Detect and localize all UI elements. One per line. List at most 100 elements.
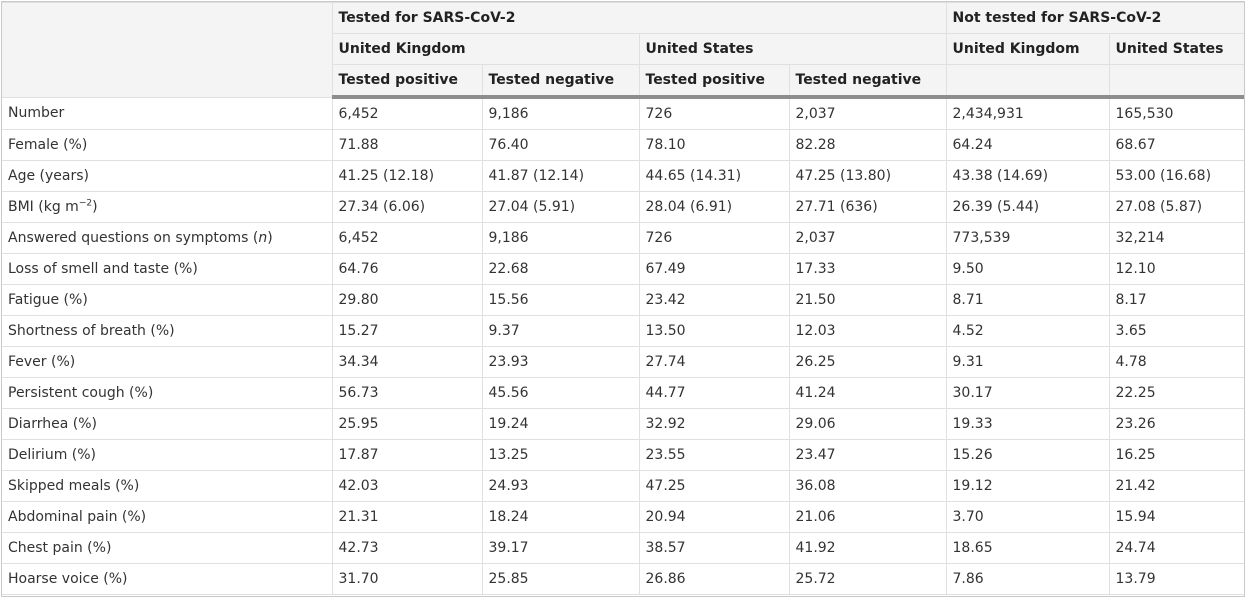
table-cell: 23.26 <box>1108 408 1244 440</box>
header-tested-group: Tested for SARS-CoV-2 <box>331 2 947 34</box>
table-cell: 13.25 <box>481 439 640 471</box>
table-cell: 773,539 <box>945 222 1110 254</box>
row-label-text: Loss of smell and taste (%) <box>8 261 198 277</box>
row-label: Hoarse voice (%) <box>2 563 333 595</box>
row-label: Shortness of breath (%) <box>2 315 333 347</box>
table-cell: 8.17 <box>1108 284 1244 316</box>
table-cell: 32,214 <box>1108 222 1244 254</box>
row-label-text: Number <box>8 105 65 122</box>
table-cell: 21.31 <box>331 501 483 533</box>
row-label-text: Skipped meals (%) <box>8 478 140 494</box>
header-us-tested-positive: Tested positive <box>638 64 790 99</box>
table-row: Delirium (%) 17.87 13.25 23.55 23.47 15.26 16.… <box>2 439 1244 471</box>
table-cell: 19.24 <box>481 408 640 440</box>
table-cell: 20.94 <box>638 501 790 533</box>
table-cell: 6,452 <box>331 222 483 254</box>
table-row: Hoarse voice (%) 31.70 25.85 26.86 25.72 7.86… <box>2 563 1244 595</box>
table-cell: 32.92 <box>638 408 790 440</box>
table-cell: 25.72 <box>788 563 947 595</box>
header-uk-tested-positive: Tested positive <box>331 64 483 99</box>
table-cell: 9,186 <box>481 96 640 130</box>
table-cell: 23.93 <box>481 346 640 378</box>
table-cell: 29.06 <box>788 408 947 440</box>
table-cell: 41.92 <box>788 532 947 564</box>
table-cell: 19.12 <box>945 470 1110 502</box>
table-cell: 27.34 (6.06) <box>331 191 483 223</box>
table-body: Number 6,452 9,186 726 2,037 2,434,931 165,530… <box>2 96 1244 595</box>
row-label-superscript: −2 <box>78 198 93 209</box>
table-cell: 9,186 <box>481 222 640 254</box>
table-cell: 15.94 <box>1108 501 1244 533</box>
table-row: Number 6,452 9,186 726 2,037 2,434,931 165,530 <box>2 96 1244 130</box>
table-cell: 24.93 <box>481 470 640 502</box>
table-cell: 44.77 <box>638 377 790 409</box>
table-cell: 24.74 <box>1108 532 1244 564</box>
table-row: Shortness of breath (%) 15.27 9.37 13.50 12.… <box>2 315 1244 347</box>
table-cell: 18.24 <box>481 501 640 533</box>
table-row: Abdominal pain (%) 21.31 18.24 20.94 21.06 3.… <box>2 501 1244 533</box>
table-cell: 19.33 <box>945 408 1110 440</box>
table-cell: 6,452 <box>331 96 483 130</box>
row-label-suffix: ) <box>267 230 273 246</box>
table-cell: 64.76 <box>331 253 483 285</box>
row-label-text: Delirium (%) <box>8 447 97 463</box>
table-cell: 2,037 <box>788 222 947 254</box>
header-tested-us: United States <box>638 33 947 65</box>
table-cell: 18.65 <box>945 532 1110 564</box>
table-cell: 25.95 <box>331 408 483 440</box>
table-cell: 28.04 (6.91) <box>638 191 790 223</box>
table-row: Persistent cough (%) 56.73 45.56 44.77 41.24… <box>2 377 1244 409</box>
table-cell: 53.00 (16.68) <box>1108 160 1244 192</box>
header-not-tested-uk: United Kingdom <box>945 33 1110 65</box>
table-row: Fever (%) 34.34 23.93 27.74 26.25 9.31 4.78 <box>2 346 1244 378</box>
table-cell: 42.03 <box>331 470 483 502</box>
row-label: Age (years) <box>2 160 333 192</box>
row-label: Number <box>2 96 333 130</box>
table-cell: 34.34 <box>331 346 483 378</box>
table-cell: 16.25 <box>1108 439 1244 471</box>
table-cell: 12.03 <box>788 315 947 347</box>
table-cell: 45.56 <box>481 377 640 409</box>
table-cell: 43.38 (14.69) <box>945 160 1110 192</box>
table-cell: 29.80 <box>331 284 483 316</box>
header-tested-uk: United Kingdom <box>331 33 640 65</box>
table-cell: 17.33 <box>788 253 947 285</box>
header-us-tested-negative: Tested negative <box>788 64 947 99</box>
header-not-tested-group: Not tested for SARS-CoV-2 <box>945 2 1244 34</box>
table-cell: 27.04 (5.91) <box>481 191 640 223</box>
row-label-text: Diarrhea (%) <box>8 416 98 432</box>
row-label-text: Shortness of breath (%) <box>8 323 175 339</box>
table-cell: 26.39 (5.44) <box>945 191 1110 223</box>
table-cell: 64.24 <box>945 129 1110 161</box>
table-cell: 9.50 <box>945 253 1110 285</box>
header-not-tested-us: United States <box>1108 33 1244 65</box>
row-label: Fatigue (%) <box>2 284 333 316</box>
table-cell: 27.71 (636) <box>788 191 947 223</box>
header-uk-tested-negative: Tested negative <box>481 64 640 99</box>
row-label-text: Persistent cough (%) <box>8 385 154 401</box>
table-row: BMI (kg m−2) 27.34 (6.06) 27.04 (5.91) 28.0… <box>2 191 1244 223</box>
table-row: Diarrhea (%) 25.95 19.24 32.92 29.06 19.33 23.… <box>2 408 1244 440</box>
table-cell: 4.52 <box>945 315 1110 347</box>
table-cell: 76.40 <box>481 129 640 161</box>
table-cell: 27.74 <box>638 346 790 378</box>
table-cell: 26.86 <box>638 563 790 595</box>
table-cell: 7.86 <box>945 563 1110 595</box>
table-cell: 21.50 <box>788 284 947 316</box>
row-label: Skipped meals (%) <box>2 470 333 502</box>
row-label-text: Abdominal pain (%) <box>8 509 147 525</box>
row-label: Delirium (%) <box>2 439 333 471</box>
table-cell: 41.25 (12.18) <box>331 160 483 192</box>
table-cell: 12.10 <box>1108 253 1244 285</box>
table-cell: 15.56 <box>481 284 640 316</box>
table-cell: 44.65 (14.31) <box>638 160 790 192</box>
table-cell: 23.55 <box>638 439 790 471</box>
row-label-suffix: ) <box>92 199 98 215</box>
table-cell: 38.57 <box>638 532 790 564</box>
table-cell: 36.08 <box>788 470 947 502</box>
table-cell: 2,037 <box>788 96 947 130</box>
table-cell: 67.49 <box>638 253 790 285</box>
table-cell: 42.73 <box>331 532 483 564</box>
table-row: Female (%) 71.88 76.40 78.10 82.28 64.24 68.67 <box>2 129 1244 161</box>
table-cell: 21.42 <box>1108 470 1244 502</box>
